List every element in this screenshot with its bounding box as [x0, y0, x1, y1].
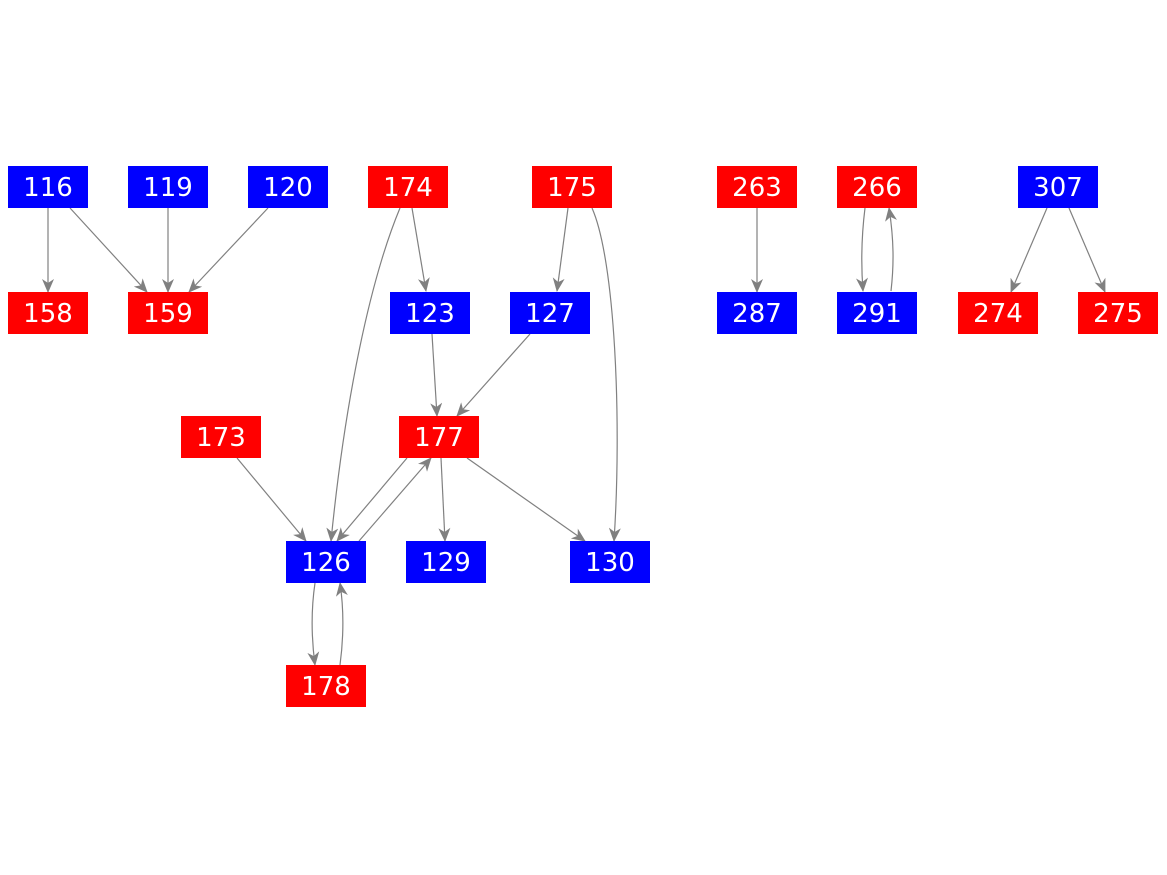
node-label: 178 [301, 672, 351, 702]
node-box [510, 292, 590, 334]
node-label: 158 [23, 299, 73, 329]
edge-116-to-159 [69, 207, 148, 293]
node-label: 116 [23, 173, 73, 203]
node-120[interactable]: 120 [248, 166, 328, 208]
edge-126-to-177 [358, 457, 432, 542]
edge-175-to-127 [552, 207, 569, 292]
node-box [406, 541, 486, 583]
node-274[interactable]: 274 [958, 292, 1038, 334]
node-178[interactable]: 178 [286, 665, 366, 707]
node-label: 266 [852, 173, 902, 203]
node-box [837, 166, 917, 208]
node-label: 174 [383, 173, 433, 203]
edge-174-to-123 [411, 207, 430, 292]
node-175[interactable]: 175 [532, 166, 612, 208]
node-275[interactable]: 275 [1078, 292, 1158, 334]
node-box [717, 166, 797, 208]
edge-307-to-274 [1010, 207, 1048, 293]
node-box [958, 292, 1038, 334]
node-307[interactable]: 307 [1018, 166, 1098, 208]
node-label: 126 [301, 548, 351, 578]
node-label: 175 [547, 173, 597, 203]
node-label: 263 [732, 173, 782, 203]
node-label: 177 [414, 423, 464, 453]
node-129[interactable]: 129 [406, 541, 486, 583]
node-173[interactable]: 173 [181, 416, 261, 458]
node-box [532, 166, 612, 208]
node-263[interactable]: 263 [717, 166, 797, 208]
node-label: 159 [143, 299, 193, 329]
edge-178-to-126 [335, 582, 348, 666]
edge-177-to-126 [336, 457, 408, 542]
node-label: 123 [405, 299, 455, 329]
node-123[interactable]: 123 [390, 292, 470, 334]
node-box [248, 166, 328, 208]
node-box [8, 166, 88, 208]
node-119[interactable]: 119 [128, 166, 208, 208]
node-box [8, 292, 88, 334]
node-174[interactable]: 174 [368, 166, 448, 208]
node-label: 274 [973, 299, 1023, 329]
node-box [1018, 166, 1098, 208]
edge-126-to-178 [307, 582, 320, 666]
edge-120-to-159 [188, 207, 269, 293]
node-266[interactable]: 266 [837, 166, 917, 208]
node-label: 287 [732, 299, 782, 329]
node-label: 129 [421, 548, 471, 578]
edge-177-to-130 [466, 457, 586, 542]
node-box [128, 292, 208, 334]
node-box [717, 292, 797, 334]
node-130[interactable]: 130 [570, 541, 650, 583]
edge-177-to-129 [438, 457, 451, 542]
edge-123-to-177 [430, 333, 443, 417]
node-box [390, 292, 470, 334]
node-box [368, 166, 448, 208]
node-box [837, 292, 917, 334]
nodes-layer: 116 119 120 174 175 263 266 307 158 159 123 127 287 2… [8, 166, 1158, 707]
node-127[interactable]: 127 [510, 292, 590, 334]
node-box [1078, 292, 1158, 334]
node-label: 275 [1093, 299, 1143, 329]
edge-174-to-126 [326, 207, 401, 542]
node-box [128, 166, 208, 208]
edge-266-to-291 [856, 207, 868, 292]
node-box [286, 665, 366, 707]
edge-173-to-126 [236, 457, 307, 542]
node-label: 291 [852, 299, 902, 329]
node-label: 120 [263, 173, 313, 203]
node-box [181, 416, 261, 458]
node-label: 307 [1033, 173, 1083, 203]
node-box [399, 416, 479, 458]
node-box [570, 541, 650, 583]
node-label: 127 [525, 299, 575, 329]
node-116[interactable]: 116 [8, 166, 88, 208]
edge-307-to-275 [1068, 207, 1106, 293]
node-287[interactable]: 287 [717, 292, 797, 334]
node-158[interactable]: 158 [8, 292, 88, 334]
node-label: 130 [585, 548, 635, 578]
node-box [286, 541, 366, 583]
edge-127-to-177 [456, 333, 531, 417]
node-label: 119 [143, 173, 193, 203]
node-291[interactable]: 291 [837, 292, 917, 334]
node-126[interactable]: 126 [286, 541, 366, 583]
node-159[interactable]: 159 [128, 292, 208, 334]
edge-175-to-130 [591, 207, 621, 542]
node-177[interactable]: 177 [399, 416, 479, 458]
edges-layer [42, 207, 1106, 666]
edge-291-to-266 [885, 207, 897, 292]
node-label: 173 [196, 423, 246, 453]
